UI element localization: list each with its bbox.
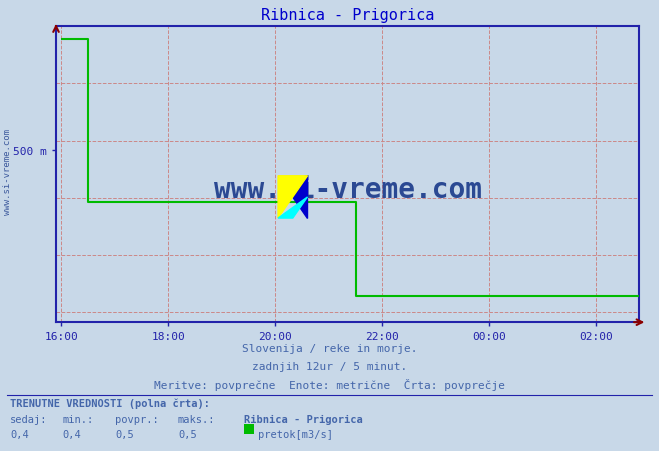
Text: pretok[m3/s]: pretok[m3/s] — [258, 429, 333, 439]
Text: TRENUTNE VREDNOSTI (polna črta):: TRENUTNE VREDNOSTI (polna črta): — [10, 398, 210, 408]
Text: www.si-vreme.com: www.si-vreme.com — [214, 175, 482, 203]
Polygon shape — [278, 198, 308, 219]
Text: zadnjih 12ur / 5 minut.: zadnjih 12ur / 5 minut. — [252, 361, 407, 371]
Polygon shape — [278, 176, 308, 219]
Text: Ribnica - Prigorica: Ribnica - Prigorica — [244, 414, 362, 424]
Text: 0,5: 0,5 — [115, 429, 134, 439]
Text: www.si-vreme.com: www.si-vreme.com — [3, 129, 13, 214]
Text: povpr.:: povpr.: — [115, 414, 159, 424]
Text: 0,4: 0,4 — [63, 429, 81, 439]
Text: min.:: min.: — [63, 414, 94, 424]
Title: Ribnica - Prigorica: Ribnica - Prigorica — [261, 8, 434, 23]
Text: Slovenija / reke in morje.: Slovenija / reke in morje. — [242, 344, 417, 354]
Text: 0,4: 0,4 — [10, 429, 28, 439]
Text: sedaj:: sedaj: — [10, 414, 47, 424]
Text: Meritve: povprečne  Enote: metrične  Črta: povprečje: Meritve: povprečne Enote: metrične Črta:… — [154, 378, 505, 390]
Polygon shape — [278, 176, 308, 219]
Text: maks.:: maks.: — [178, 414, 215, 424]
Text: 0,5: 0,5 — [178, 429, 196, 439]
